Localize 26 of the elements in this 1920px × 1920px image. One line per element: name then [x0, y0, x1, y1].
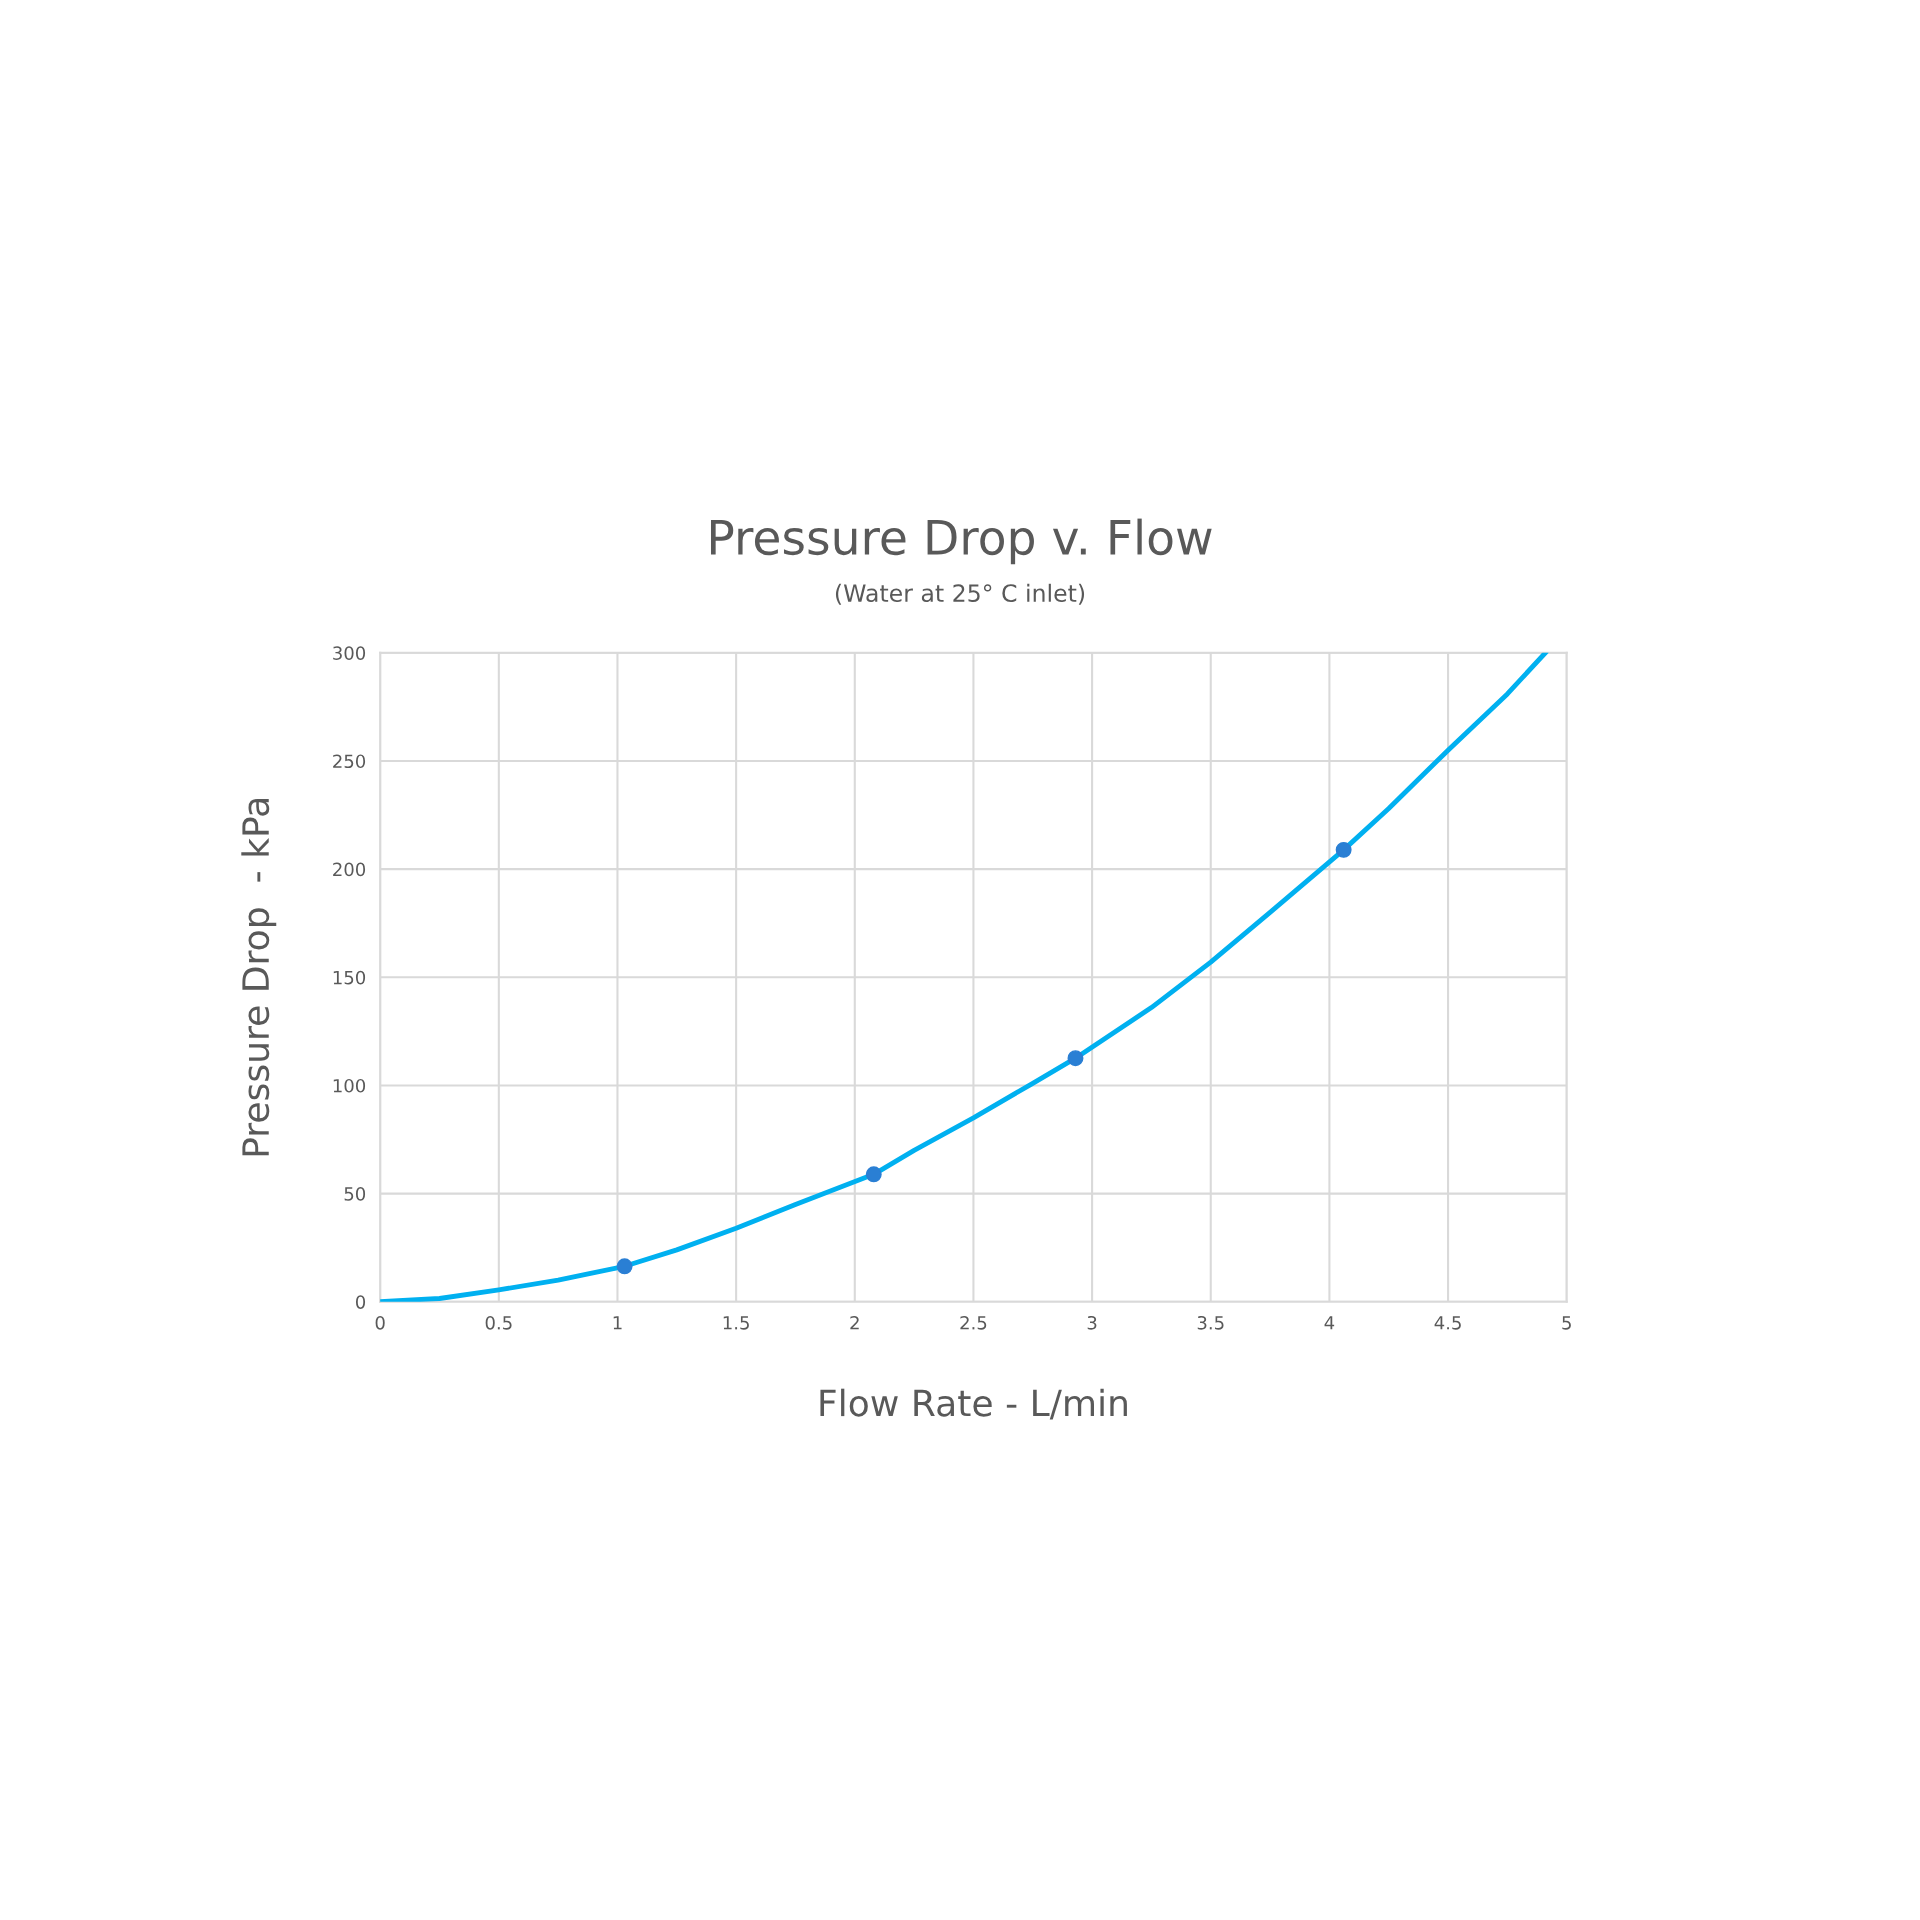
x-tick-label: 0.5: [485, 1315, 512, 1330]
x-tick-label: 3.5: [1197, 1315, 1224, 1330]
y-tick-label: 300: [333, 646, 366, 660]
y-tick-label: 250: [333, 754, 366, 769]
x-tick-label: 2: [850, 1315, 859, 1330]
x-tick-label: 4: [1324, 1316, 1335, 1330]
point: [865, 1166, 882, 1183]
x-tick-label: 1.5: [723, 1316, 749, 1330]
point: [1067, 1050, 1084, 1067]
chart-title: Pressure Drop v. Flow: [710, 518, 1212, 565]
y-tick-label: 50: [344, 1187, 366, 1201]
y-tick-label: 100: [333, 1078, 366, 1093]
x-axis-title: Flow Rate - L/min: [820, 1388, 1127, 1420]
point: [1335, 841, 1352, 858]
x-tick-label: 5: [1562, 1316, 1571, 1330]
x-tick-label: 3: [1087, 1315, 1097, 1330]
y-tick-label: 150: [333, 970, 366, 985]
x-tick-label: 0: [375, 1315, 385, 1330]
point: [616, 1258, 633, 1275]
y-axis-title: Pressure Drop - kPa: [241, 798, 277, 1156]
x-tick-label: 1: [613, 1316, 622, 1330]
chart-subtitle: (Water at 25° C inlet): [835, 583, 1085, 605]
y-tick-label: 200: [333, 862, 366, 877]
y-tick-label: 0: [355, 1295, 366, 1309]
x-tick-label: 4.5: [1434, 1316, 1461, 1330]
x-tick-label: 2.5: [960, 1315, 987, 1330]
